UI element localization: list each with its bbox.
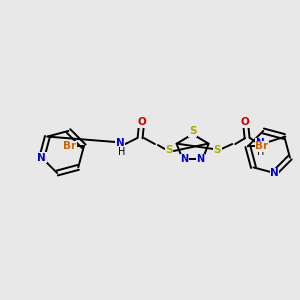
Text: N: N: [38, 153, 46, 163]
Text: Br: Br: [63, 141, 76, 151]
Text: O: O: [241, 117, 250, 127]
Text: N: N: [256, 138, 264, 148]
Text: S: S: [189, 126, 196, 136]
Text: N: N: [196, 154, 205, 164]
Text: H: H: [118, 147, 125, 157]
Text: N: N: [270, 168, 279, 178]
Text: S: S: [165, 145, 172, 155]
Text: Br: Br: [255, 141, 268, 151]
Text: S: S: [214, 145, 221, 155]
Text: N: N: [116, 138, 125, 148]
Text: O: O: [138, 117, 146, 127]
Text: H: H: [257, 147, 265, 157]
Text: N: N: [181, 154, 189, 164]
